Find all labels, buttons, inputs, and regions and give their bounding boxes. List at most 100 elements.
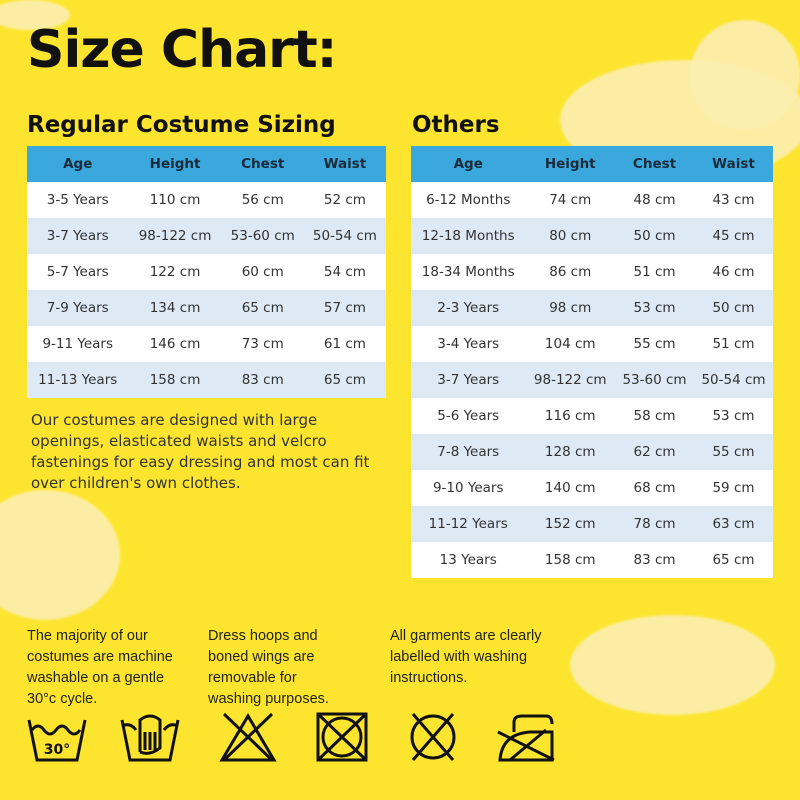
intro-text: Our costumes are designed with large ope… [31, 411, 370, 492]
table-cell: 78 cm [615, 506, 694, 542]
column-header: Chest [615, 146, 694, 182]
table-row: 2-3 Years 98 cm 53 cm 50 cm [411, 290, 773, 326]
table-row: 3-5 Years 110 cm 56 cm 52 cm [27, 182, 386, 218]
cloud-decoration [690, 20, 800, 130]
table-cell: 50 cm [694, 290, 773, 326]
table-cell: 146 cm [149, 336, 201, 352]
table-cell: 48 cm [633, 192, 676, 208]
table-cell: 60 cm [241, 264, 284, 280]
table-cell: 110 cm [149, 192, 201, 208]
table-cell: 98-122 cm [128, 218, 222, 254]
table-cell: 158 cm [544, 552, 596, 568]
table-row: 7-8 Years 128 cm 62 cm 55 cm [411, 434, 773, 470]
table-cell: 158 cm [128, 362, 222, 398]
table-cell: 11-13 Years [27, 362, 129, 398]
table-cell: 53 cm [615, 290, 694, 326]
note-removable: Dress hoops and boned wings are removabl… [208, 628, 329, 707]
table-cell: 98 cm [525, 290, 616, 326]
do-not-bleach-icon [219, 712, 277, 762]
table-cell: 51 cm [633, 264, 676, 280]
table-cell: 61 cm [323, 336, 366, 352]
table-cell: 3-4 Years [437, 336, 500, 352]
table-cell: 63 cm [694, 506, 773, 542]
table-cell: 104 cm [544, 336, 596, 352]
table-cell: 5-6 Years [437, 408, 500, 424]
table-cell: 86 cm [549, 264, 592, 280]
table-cell: 50-54 cm [303, 218, 386, 254]
table-cell: 18-34 Months [421, 264, 515, 280]
table-cell: 65 cm [221, 290, 304, 326]
table-cell: 65 cm [303, 362, 386, 398]
do-not-iron-icon [497, 714, 555, 762]
table-cell: 5-7 Years [46, 264, 109, 280]
wash-30-icon: 30° [27, 719, 87, 762]
table-cell: 73 cm [241, 336, 284, 352]
table-cell: 3-5 Years [46, 192, 109, 208]
column-header: Age [27, 146, 129, 182]
table-cell: 50-54 cm [694, 362, 773, 398]
table-row: 6-12 Months 74 cm 48 cm 43 cm [411, 182, 773, 218]
table-row: 5-6 Years 116 cm 58 cm 53 cm [411, 398, 773, 434]
table-cell: 152 cm [525, 506, 616, 542]
table-cell: 53-60 cm [615, 362, 694, 398]
table-cell: 58 cm [633, 408, 676, 424]
table-cell: 128 cm [525, 434, 616, 470]
do-not-tumble-dry-icon [316, 712, 368, 762]
table-cell: 56 cm [241, 192, 284, 208]
note-washable: The majority of our costumes are machine… [27, 628, 173, 707]
table-cell: 54 cm [323, 264, 366, 280]
cloud-decoration [0, 490, 120, 620]
table-cell: 3-7 Years [411, 362, 526, 398]
table-cell: 51 cm [712, 336, 755, 352]
table-row: 3-7 Years 98-122 cm 53-60 cm 50-54 cm [27, 218, 386, 254]
table-cell: 12-18 Months [411, 218, 526, 254]
table-cell: 98-122 cm [525, 362, 616, 398]
table-row: 11-13 Years 158 cm 83 cm 65 cm [27, 362, 386, 398]
table-row: 3-4 Years 104 cm 55 cm 51 cm [411, 326, 773, 362]
others-heading: Others [412, 112, 500, 138]
wash-temp-label: 30° [44, 742, 70, 758]
table-cell: 59 cm [712, 480, 755, 496]
table-cell: 50 cm [615, 218, 694, 254]
table-cell: 3-7 Years [27, 218, 129, 254]
table-cell: 116 cm [544, 408, 596, 424]
table-row: 9-10 Years 140 cm 68 cm 59 cm [411, 470, 773, 506]
table-cell: 53 cm [712, 408, 755, 424]
table-cell: 122 cm [149, 264, 201, 280]
table-cell: 6-12 Months [426, 192, 511, 208]
table-row: 11-12 Years 152 cm 78 cm 63 cm [411, 506, 773, 542]
table-row: 7-9 Years 134 cm 65 cm 57 cm [27, 290, 386, 326]
table-cell: 9-10 Years [432, 480, 504, 496]
column-header: Height [525, 146, 616, 182]
table-cell: 52 cm [323, 192, 366, 208]
table-row: 13 Years 158 cm 83 cm 65 cm [411, 542, 773, 578]
column-header: Waist [303, 146, 386, 182]
do-not-dry-clean-icon [410, 713, 456, 761]
table-row: 3-7 Years 98-122 cm 53-60 cm 50-54 cm [411, 362, 773, 398]
hand-wash-icon [120, 714, 180, 762]
table-cell: 55 cm [694, 434, 773, 470]
table-cell: 57 cm [303, 290, 386, 326]
column-header: Chest [221, 146, 304, 182]
table-cell: 83 cm [633, 552, 676, 568]
page-title: Size Chart: [27, 20, 337, 80]
table-cell: 62 cm [615, 434, 694, 470]
table-cell: 140 cm [544, 480, 596, 496]
table-cell: 11-12 Years [411, 506, 526, 542]
table-row: 18-34 Months 86 cm 51 cm 46 cm [411, 254, 773, 290]
table-cell: 2-3 Years [411, 290, 526, 326]
column-header: Height [128, 146, 222, 182]
table-cell: 9-11 Years [42, 336, 113, 352]
table-cell: 83 cm [221, 362, 304, 398]
column-header: Age [411, 146, 526, 182]
table-cell: 45 cm [694, 218, 773, 254]
table-cell: 13 Years [439, 552, 497, 568]
table-cell: 43 cm [712, 192, 755, 208]
note-labelled: All garments are clearly labelled with w… [390, 628, 542, 686]
table-cell: 7-8 Years [411, 434, 526, 470]
table-cell: 80 cm [525, 218, 616, 254]
regular-heading: Regular Costume Sizing [27, 112, 336, 138]
table-cell: 74 cm [549, 192, 592, 208]
cloud-decoration [0, 0, 70, 30]
table-row: 12-18 Months 80 cm 50 cm 45 cm [411, 218, 773, 254]
